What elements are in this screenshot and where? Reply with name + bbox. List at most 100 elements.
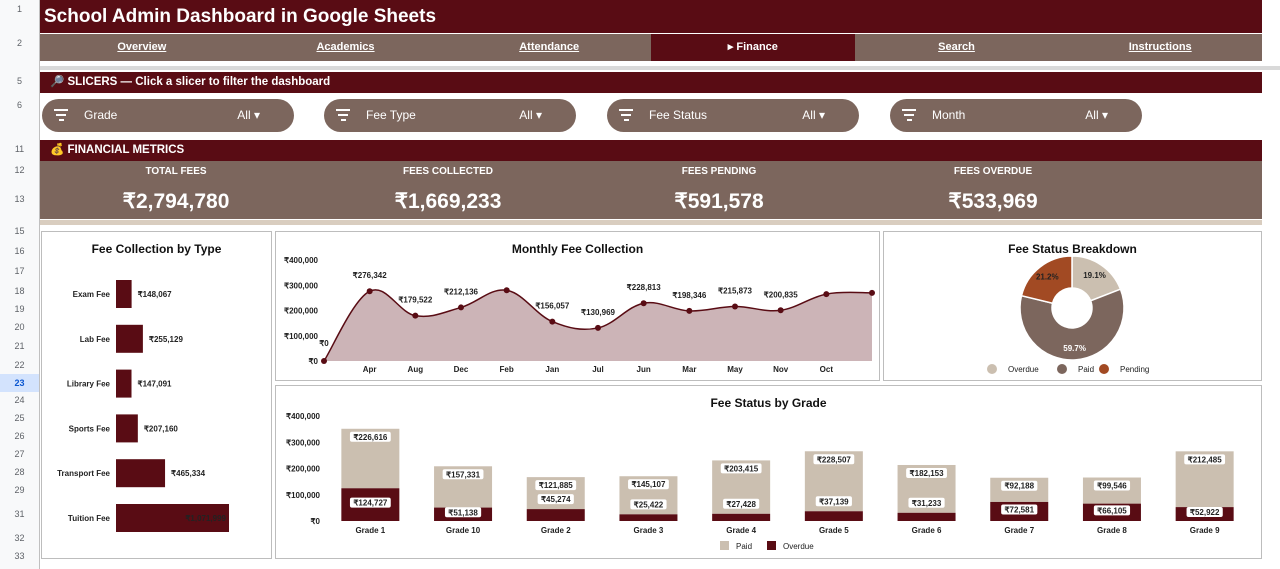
slicer-value: All ▾	[802, 108, 825, 122]
paid-value-label: ₹92,188	[1004, 482, 1034, 491]
slicer-grade[interactable]: Grade All ▾	[42, 99, 294, 132]
chart-title: Fee Collection by Type	[91, 242, 222, 256]
data-point	[458, 304, 464, 311]
row-number[interactable]: 2	[16, 38, 22, 48]
row-number[interactable]: 11	[14, 144, 25, 154]
y-tick-label: ₹400,000	[286, 412, 321, 421]
metric-fees-overdue: FEES OVERDUE ₹533,969	[858, 161, 1128, 214]
x-tick-label: Jan	[545, 365, 559, 374]
slice-label: 59.7%	[1063, 344, 1086, 353]
data-label: ₹215,873	[718, 286, 753, 295]
data-label-bg	[1186, 507, 1223, 518]
x-tick-label: Oct	[820, 365, 834, 374]
data-point	[321, 358, 327, 364]
overdue-value-label: ₹124,727	[353, 499, 388, 508]
chart-title: Fee Status by Grade	[710, 396, 827, 410]
title-bar	[40, 0, 1262, 33]
row-number[interactable]: 26	[14, 431, 25, 441]
pie-slice	[1019, 288, 1125, 361]
x-tick-label: Nov	[773, 365, 789, 374]
overdue-bar	[712, 513, 771, 521]
row-number[interactable]: 32	[14, 533, 25, 543]
overdue-value-label: ₹66,105	[1097, 506, 1127, 515]
data-label-bg	[720, 463, 762, 474]
bar-value-label: ₹465,334	[171, 469, 206, 478]
data-point	[777, 307, 784, 314]
pie-slice	[1020, 255, 1073, 305]
data-label: ₹228,813	[627, 283, 662, 292]
paid-value-label: ₹212,485	[1188, 455, 1223, 464]
row-number[interactable]: 5	[16, 76, 22, 86]
row-number[interactable]: 29	[14, 485, 25, 495]
overdue-value-label: ₹45,274	[541, 495, 571, 504]
row-number[interactable]: 16	[14, 246, 25, 256]
data-label-bg	[1184, 454, 1226, 465]
row-number[interactable]: 33	[14, 551, 25, 561]
bar-category-label: Lab Fee	[80, 335, 111, 344]
status-pie-svg: 19.1% 59.7% 21.2% Overdue Paid Pending	[987, 255, 1149, 374]
metrics-header: 💰 FINANCIAL METRICS	[40, 140, 1262, 161]
row-number[interactable]: 21	[14, 341, 25, 351]
paid-value-label: ₹203,415	[724, 464, 759, 473]
slicer-fee-status[interactable]: Fee Status All ▾	[607, 99, 859, 132]
overdue-value-label: ₹37,139	[819, 497, 849, 506]
row-number[interactable]: 13	[14, 194, 25, 204]
overdue-value-label: ₹72,581	[1004, 505, 1034, 514]
nav-finance[interactable]: ▸ Finance	[651, 34, 855, 61]
slicer-value: All ▾	[237, 108, 260, 122]
y-tick-label: ₹100,000	[286, 491, 321, 500]
nav-academics[interactable]: Academics	[316, 41, 375, 53]
row-number[interactable]: 12	[14, 165, 25, 175]
row-number[interactable]: 6	[16, 100, 22, 110]
legend-marker	[1057, 364, 1067, 374]
data-label-bg	[908, 497, 945, 508]
metric-value: ₹2,794,780	[122, 190, 230, 213]
overdue-value-label: ₹25,422	[634, 500, 664, 509]
metrics-underline	[40, 220, 1262, 225]
bar-category-label: Sports Fee	[69, 424, 111, 433]
y-tick-label: ₹400,000	[284, 256, 319, 265]
row-number[interactable]: 20	[14, 322, 25, 332]
y-tick-label: ₹300,000	[286, 438, 321, 447]
nav-instructions[interactable]: Instructions	[1128, 41, 1192, 53]
data-label-bg	[1001, 504, 1038, 515]
nav-overview[interactable]: Overview	[117, 41, 167, 53]
x-tick-label: Grade 4	[726, 526, 756, 535]
x-tick-label: Grade 2	[541, 526, 571, 535]
data-label-bg	[906, 467, 947, 478]
slicer-month[interactable]: Month All ▾	[890, 99, 1142, 132]
bar-category-label: Transport Fee	[57, 469, 110, 478]
y-tick-label: ₹300,000	[284, 281, 319, 290]
row-number[interactable]: 31	[14, 509, 25, 519]
chart-title: Fee Status Breakdown	[1008, 242, 1137, 256]
data-label-bg	[535, 480, 577, 491]
slicer-label: Month	[932, 108, 966, 122]
overdue-bar	[804, 511, 863, 521]
overdue-bar	[526, 509, 585, 521]
row-number[interactable]: 18	[14, 286, 25, 296]
nav-search[interactable]: Search	[938, 41, 975, 53]
data-label-bg	[628, 479, 669, 490]
metrics-band: TOTAL FEES ₹2,794,780 FEES COLLECTED ₹1,…	[40, 161, 1262, 219]
row-number[interactable]: 1	[16, 4, 22, 14]
row-number[interactable]: 23	[0, 374, 39, 392]
row-number[interactable]: 17	[14, 266, 25, 276]
x-tick-label: Grade 1	[355, 526, 385, 535]
paid-value-label: ₹99,546	[1097, 482, 1127, 491]
filter-icon	[336, 109, 350, 121]
slicer-fee-type[interactable]: Fee Type All ▾	[324, 99, 576, 132]
row-number[interactable]: 24	[14, 395, 25, 405]
filter-icon	[902, 109, 916, 121]
fee-type-bar	[116, 324, 143, 353]
data-label: ₹179,522	[398, 296, 433, 305]
row-number[interactable]: 22	[14, 360, 25, 370]
row-number[interactable]: 25	[14, 413, 25, 423]
y-tick-label: ₹0	[308, 357, 318, 366]
nav-attendance[interactable]: Attendance	[519, 41, 580, 53]
row-number[interactable]: 27	[14, 449, 25, 459]
dashboard-title: School Admin Dashboard in Google Sheets	[44, 6, 437, 27]
slicer-value: All ▾	[519, 108, 542, 122]
row-number[interactable]: 19	[14, 304, 25, 314]
row-number[interactable]: 28	[14, 467, 25, 477]
row-number[interactable]: 15	[14, 226, 25, 236]
